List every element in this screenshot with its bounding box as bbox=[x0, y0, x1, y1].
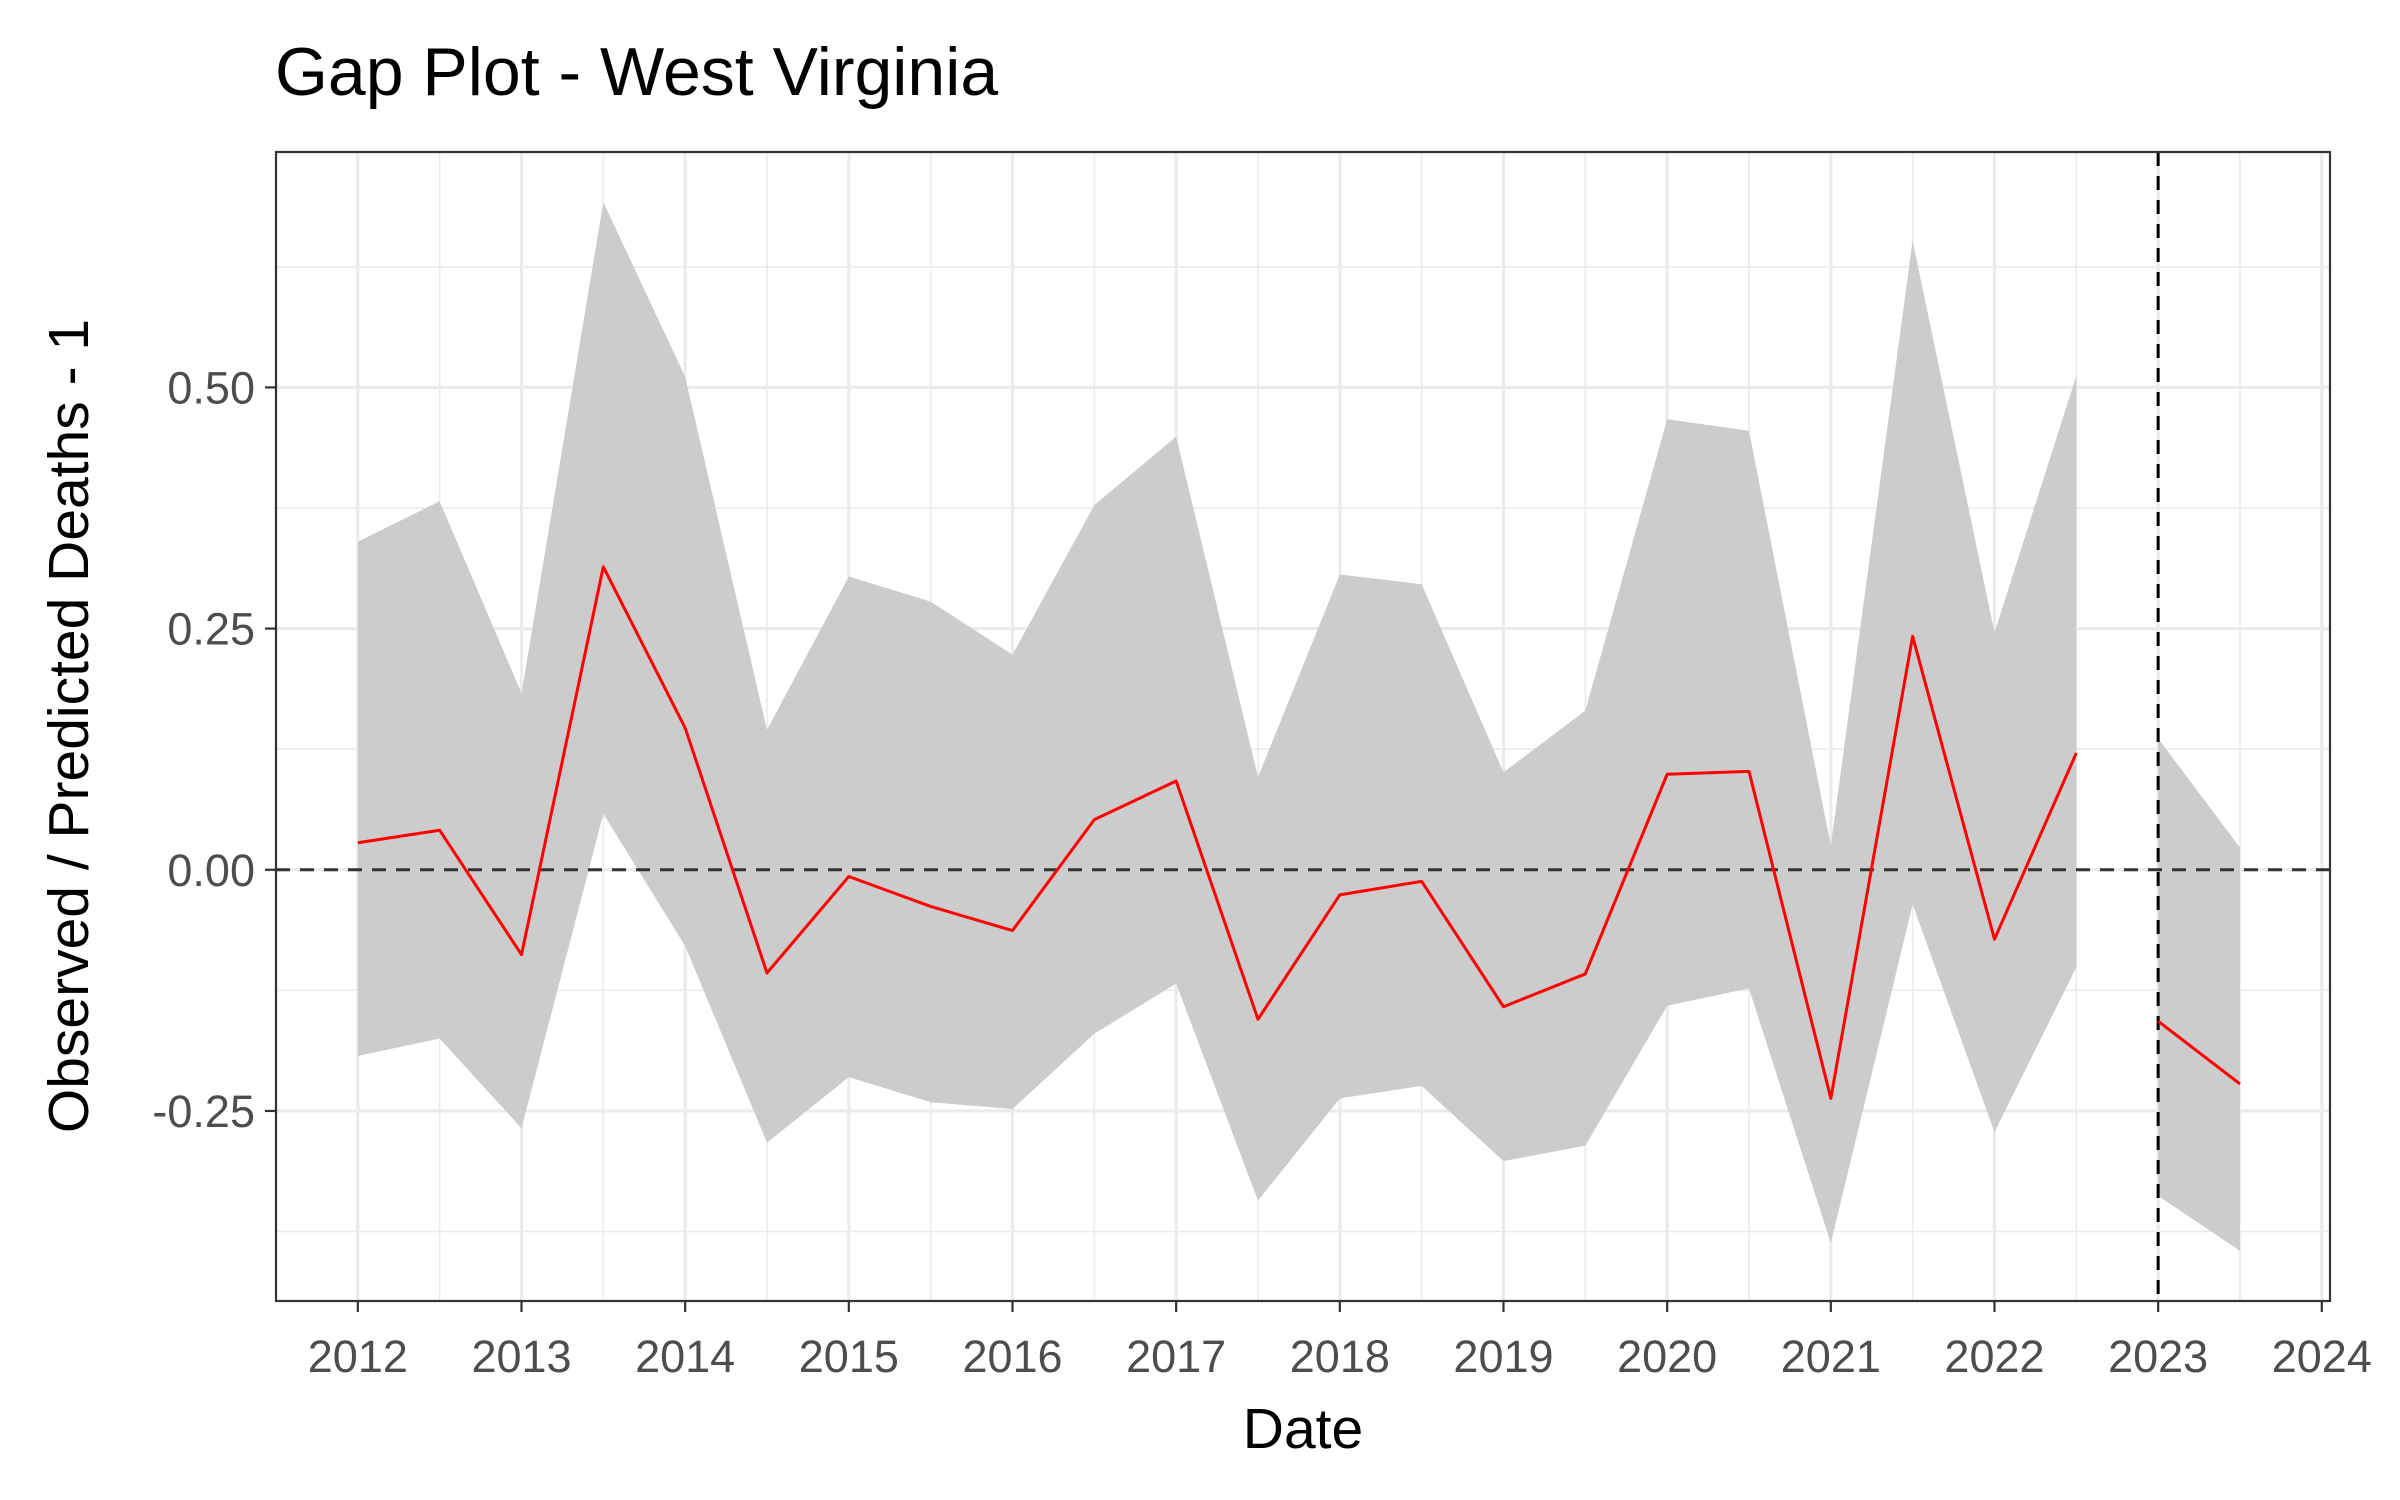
x-tick-label: 2017 bbox=[1126, 1331, 1226, 1382]
confidence-band-post bbox=[2158, 738, 2240, 1251]
x-tick-label: 2012 bbox=[308, 1331, 408, 1382]
confidence-band-pre bbox=[357, 202, 2077, 1244]
reference-lines bbox=[276, 152, 2330, 1301]
gap-line-post bbox=[2157, 1020, 2241, 1086]
x-tick-label: 2024 bbox=[2272, 1331, 2372, 1382]
x-tick-label: 2016 bbox=[962, 1331, 1062, 1382]
y-tick-label: -0.25 bbox=[152, 1086, 255, 1137]
y-tick-label: 0.00 bbox=[167, 845, 255, 896]
gap-series-lines bbox=[357, 565, 2241, 1100]
x-tick-label: 2022 bbox=[1944, 1331, 2044, 1382]
y-axis-title: Observed / Predicted Deaths - 1 bbox=[37, 319, 101, 1133]
x-tick-label: 2023 bbox=[2108, 1331, 2208, 1382]
x-tick-label: 2013 bbox=[471, 1331, 571, 1382]
gap-line-pre bbox=[357, 565, 2078, 1100]
x-tick-label: 2019 bbox=[1453, 1331, 1553, 1382]
x-axis-ticks: 2012 2013 2014 2015 2016 2017 2018 2019 2020 2021… bbox=[308, 1301, 2372, 1382]
x-axis-title: Date bbox=[1243, 1397, 1363, 1461]
y-tick-label: 0.50 bbox=[167, 362, 255, 413]
x-tick-label: 2014 bbox=[635, 1331, 735, 1382]
x-tick-label: 2020 bbox=[1617, 1331, 1717, 1382]
chart-title: Gap Plot - West Virginia bbox=[275, 34, 998, 110]
x-tick-label: 2015 bbox=[799, 1331, 899, 1382]
y-axis-ticks: -0.25 0.00 0.25 0.50 bbox=[152, 362, 276, 1137]
panel-border bbox=[274, 150, 2332, 1303]
x-tick-label: 2021 bbox=[1781, 1331, 1881, 1382]
confidence-bands bbox=[357, 202, 2240, 1251]
x-tick-label: 2018 bbox=[1290, 1331, 1390, 1382]
y-tick-label: 0.25 bbox=[167, 604, 255, 655]
